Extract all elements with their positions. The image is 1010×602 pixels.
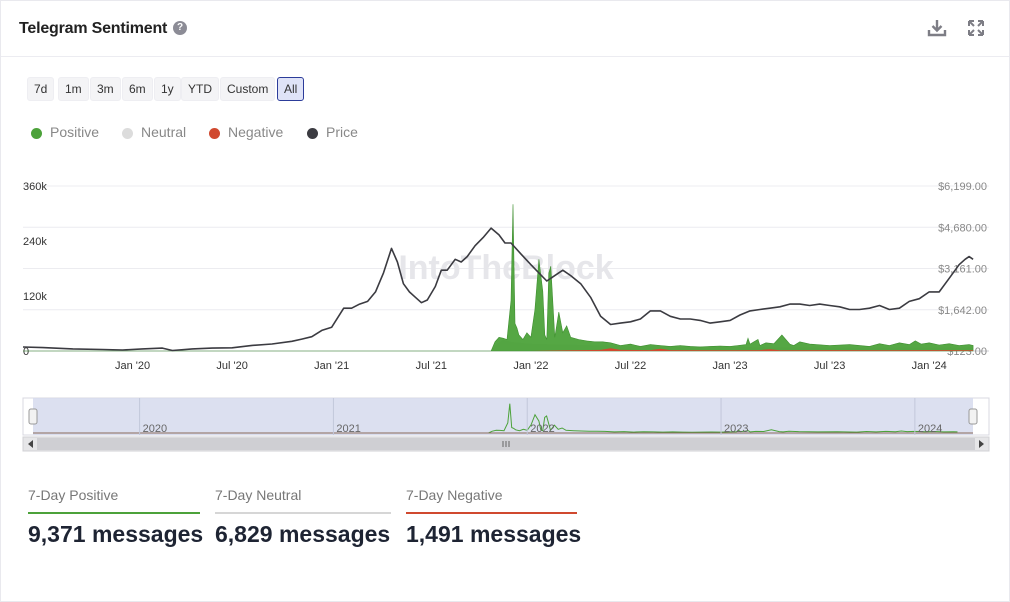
stat-value: 1,491 messages [406,521,582,547]
legend-swatch [307,128,318,139]
x-tick-label: Jul '22 [615,360,646,372]
range-1y-button[interactable]: 1y [154,77,181,101]
legend-swatch [122,128,133,139]
y-left-tick-label: 0 [23,346,29,358]
stat-underline [28,512,200,514]
navigator-right-handle[interactable] [968,408,978,425]
x-tick-label: Jan '24 [912,360,947,372]
stat-underline [406,512,577,514]
y-right-tick-label: $3,161.00 [938,264,987,276]
help-icon[interactable]: ? [173,21,187,35]
legend-label: Negative [228,124,284,140]
y-left-tick-label: 240k [23,236,47,248]
navigator-tick-label: 2020 [143,423,167,435]
watermark-text: IntoTheBlock [398,249,613,287]
range-all-button[interactable]: All [277,77,305,101]
series-negative-area [23,348,974,351]
stat-label: 7-Day Positive [28,487,119,503]
navigator-selection [33,398,973,435]
legend-label: Price [326,124,358,140]
range-custom-button[interactable]: Custom [220,77,276,101]
legend-swatch [209,128,220,139]
x-tick-label: Jan '23 [713,360,748,372]
y-left-tick-label: 360k [23,181,47,193]
navigator-tick-label: 2022 [530,423,554,435]
x-tick-label: Jan '22 [513,360,548,372]
y-right-tick-label: $1,642.00 [938,305,987,317]
legend-label: Neutral [141,124,187,140]
series-price-line [22,227,974,352]
sentiment-chart: IntoTheBlock0120k240k360k$123.00$1,642.0… [22,181,990,452]
navigator-tick-label: 2021 [336,423,360,435]
y-right-tick-label: $6,199.00 [938,181,987,193]
stat-label: 7-Day Neutral [215,487,302,503]
x-tick-label: Jul '20 [216,360,247,372]
card-header: Telegram Sentiment ? [1,1,1009,57]
navigator-positive-line [33,403,958,434]
stat-value: 9,371 messages [28,521,204,547]
navigator-tick-label: 2024 [918,423,942,435]
range-1m-button[interactable]: 1m [58,77,89,101]
legend-swatch [31,128,42,139]
x-tick-label: Jan '20 [115,360,150,372]
range-7d-button[interactable]: 7d [27,77,55,101]
card-title: Telegram Sentiment [19,20,168,37]
stat-underline [215,512,391,514]
stat-value: 6,829 messages [215,521,391,547]
navigator-tick-label: 2023 [724,423,748,435]
y-left-tick-label: 120k [23,291,47,303]
x-tick-label: Jul '21 [416,360,447,372]
legend-label: Positive [50,124,100,140]
x-tick-label: Jan '21 [314,360,349,372]
x-tick-label: Jul '23 [814,360,845,372]
range-6m-button[interactable]: 6m [122,77,153,101]
download-icon[interactable] [926,17,948,39]
scroll-right-arrow-icon[interactable] [979,440,984,448]
series-positive-area [23,204,974,352]
scroll-left-arrow-icon[interactable] [28,440,33,448]
range-ytd-button[interactable]: YTD [181,77,219,101]
range-3m-button[interactable]: 3m [90,77,121,101]
fullscreen-icon[interactable] [965,17,987,39]
y-right-tick-label: $4,680.00 [938,222,987,234]
navigator-left-handle[interactable] [28,408,38,425]
stat-label: 7-Day Negative [406,487,503,503]
